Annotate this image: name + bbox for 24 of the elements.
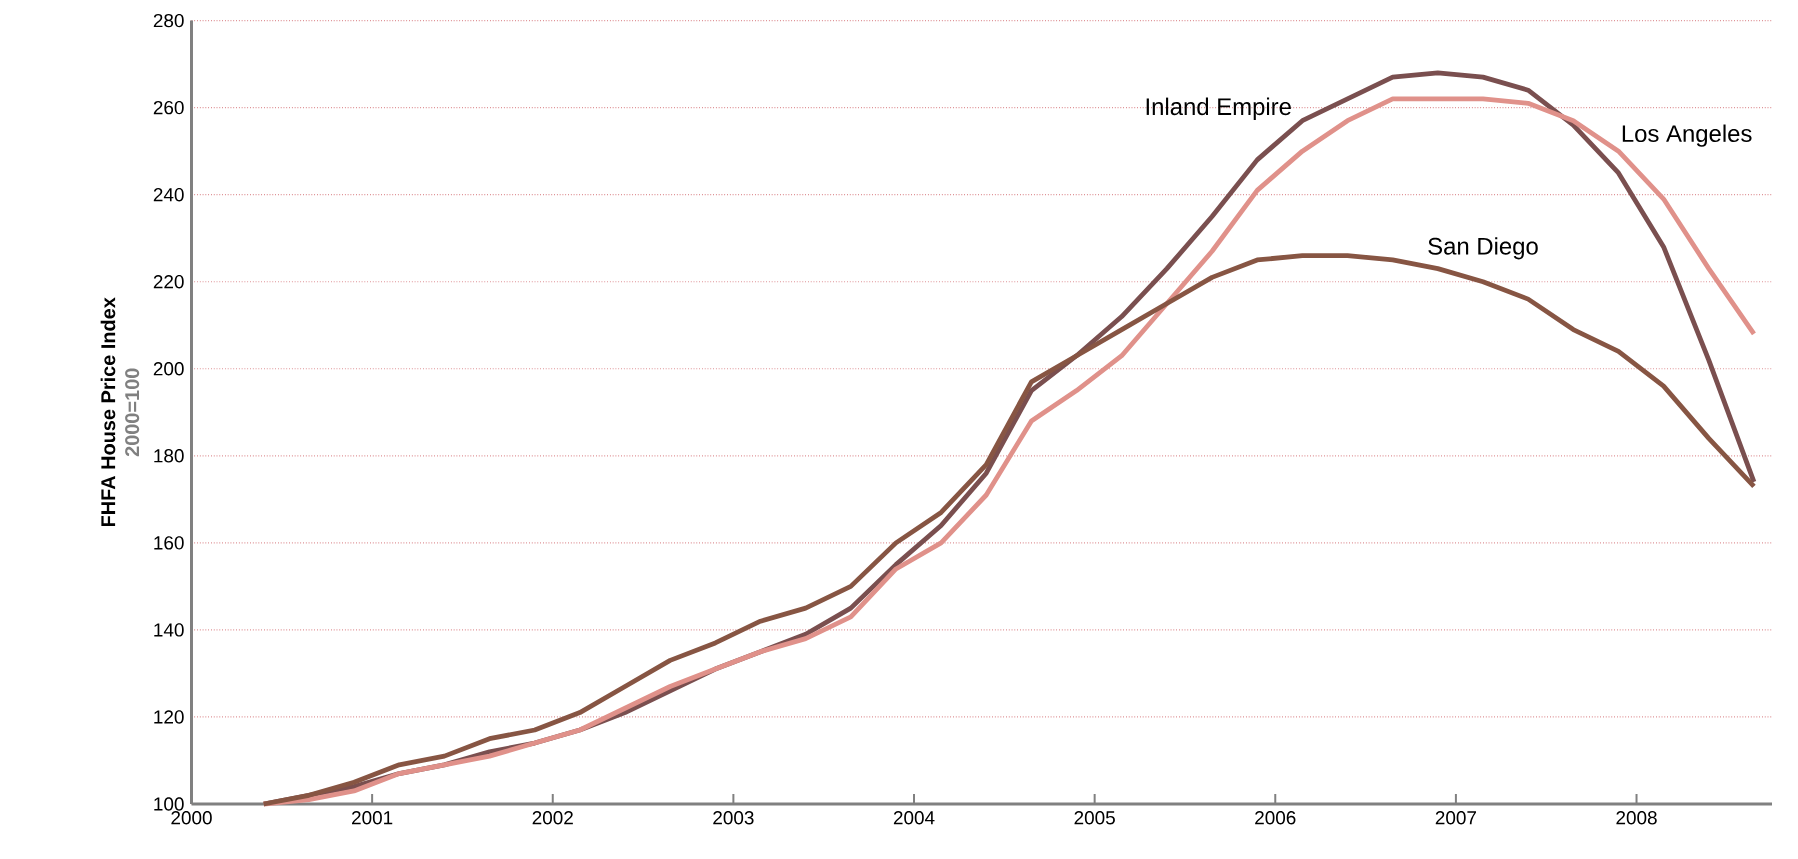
- y-tick-label: 160: [154, 536, 184, 550]
- y-tick-label: 140: [154, 623, 184, 637]
- y-tick-label: 200: [153, 362, 184, 376]
- y-tick-label: 260: [153, 100, 184, 115]
- x-tick-label: 2008: [1616, 811, 1657, 825]
- y-tick-label: 240: [153, 187, 184, 202]
- x-tick-label: 2004: [893, 811, 935, 825]
- x-tick-label: 2005: [1074, 811, 1115, 825]
- y-tick-label: 220: [153, 275, 184, 289]
- y-tick-label: 280: [153, 13, 184, 28]
- x-tick-label: 2003: [713, 811, 754, 825]
- text: 2000=100: [125, 368, 140, 457]
- y-tick-label: 120: [154, 710, 184, 724]
- y-tick-label: 100: [154, 797, 184, 811]
- x-tick-label: 2002: [532, 811, 573, 825]
- series-label: Inland Empire: [1146, 97, 1291, 120]
- y-tick-label: 180: [154, 449, 184, 463]
- x-tick-label: 2006: [1255, 811, 1296, 825]
- x-tick-label: 2001: [352, 811, 393, 825]
- x-tick-label: 2000: [171, 811, 212, 825]
- x-tick-label: 2007: [1435, 811, 1477, 825]
- series-label: San Diego: [1428, 237, 1538, 260]
- series-label: Los Angeles: [1622, 124, 1752, 147]
- y-axis-title: FHFA House Price Index: [100, 297, 116, 527]
